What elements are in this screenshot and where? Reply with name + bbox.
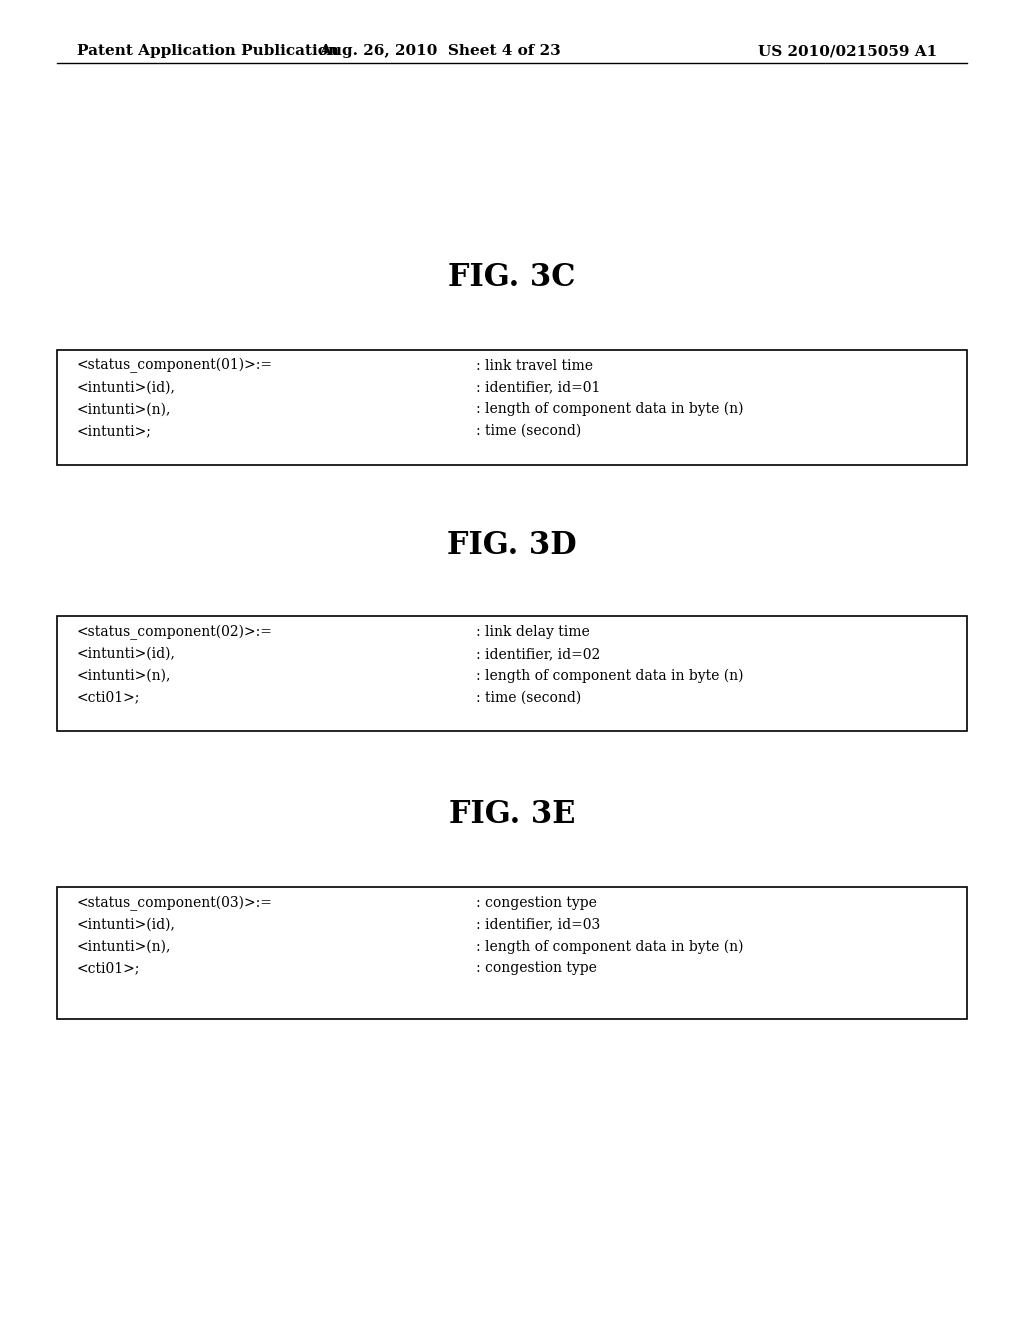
Text: US 2010/0215059 A1: US 2010/0215059 A1 (758, 45, 937, 58)
FancyBboxPatch shape (57, 350, 967, 465)
FancyBboxPatch shape (57, 616, 967, 731)
Text: <status_component(03)>:=: <status_component(03)>:= (77, 895, 272, 911)
Text: <cti01>;: <cti01>; (77, 690, 140, 705)
Text: : identifier, id=01: : identifier, id=01 (476, 380, 600, 395)
Text: <status_component(02)>:=: <status_component(02)>:= (77, 624, 272, 640)
Text: : congestion type: : congestion type (476, 961, 597, 975)
Text: FIG. 3C: FIG. 3C (449, 261, 575, 293)
Text: : link delay time: : link delay time (476, 626, 590, 639)
Text: <intunti>(id),: <intunti>(id), (77, 380, 176, 395)
Text: <status_component(01)>:=: <status_component(01)>:= (77, 358, 272, 374)
Text: : length of component data in byte (n): : length of component data in byte (n) (476, 669, 743, 682)
Text: <intunti>(id),: <intunti>(id), (77, 647, 176, 661)
Text: : identifier, id=02: : identifier, id=02 (476, 647, 600, 661)
Text: <intunti>(n),: <intunti>(n), (77, 940, 171, 953)
Text: Aug. 26, 2010  Sheet 4 of 23: Aug. 26, 2010 Sheet 4 of 23 (319, 45, 561, 58)
Text: FIG. 3D: FIG. 3D (447, 529, 577, 561)
Text: : identifier, id=03: : identifier, id=03 (476, 917, 600, 932)
Text: <intunti>(n),: <intunti>(n), (77, 669, 171, 682)
Text: <intunti>;: <intunti>; (77, 424, 152, 438)
Text: : congestion type: : congestion type (476, 896, 597, 909)
Text: : time (second): : time (second) (476, 424, 582, 438)
Text: <intunti>(n),: <intunti>(n), (77, 403, 171, 416)
Text: <cti01>;: <cti01>; (77, 961, 140, 975)
Text: FIG. 3E: FIG. 3E (449, 799, 575, 830)
Text: Patent Application Publication: Patent Application Publication (77, 45, 339, 58)
Text: : time (second): : time (second) (476, 690, 582, 705)
FancyBboxPatch shape (57, 887, 967, 1019)
Text: : length of component data in byte (n): : length of component data in byte (n) (476, 940, 743, 953)
Text: : link travel time: : link travel time (476, 359, 593, 372)
Text: : length of component data in byte (n): : length of component data in byte (n) (476, 403, 743, 416)
Text: <intunti>(id),: <intunti>(id), (77, 917, 176, 932)
